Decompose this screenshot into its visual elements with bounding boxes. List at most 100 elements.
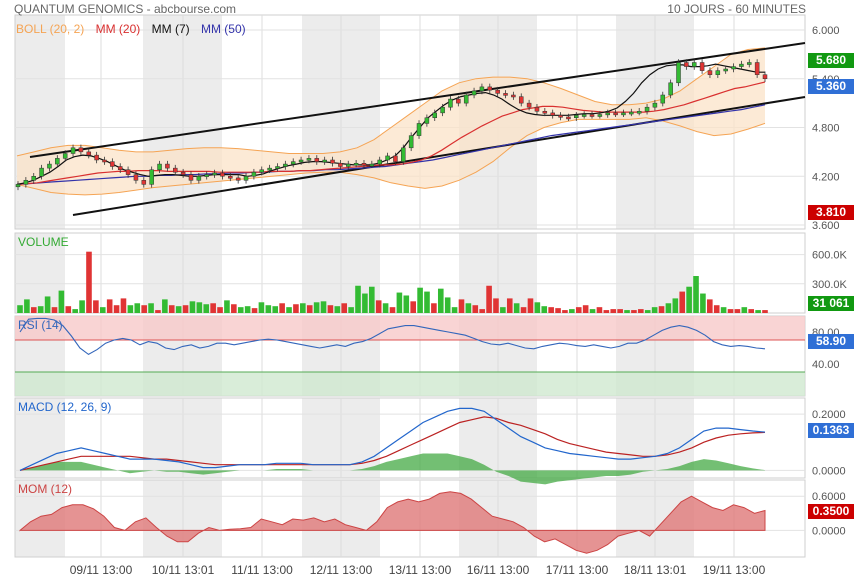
volume-bar bbox=[210, 303, 216, 313]
chart-title: QUANTUM GENOMICS - abcbourse.com bbox=[14, 2, 237, 16]
x-tick-label: 17/11 13:00 bbox=[546, 563, 609, 577]
volume-bar bbox=[327, 305, 334, 313]
candle-body bbox=[526, 102, 532, 108]
candle-body bbox=[668, 82, 673, 96]
volume-bar bbox=[479, 309, 485, 313]
candle-body bbox=[267, 167, 272, 171]
volume-bar bbox=[624, 310, 630, 313]
volume-bar bbox=[300, 303, 306, 313]
volume-bar bbox=[306, 305, 313, 313]
candle-body bbox=[23, 180, 29, 185]
candle-body bbox=[542, 111, 548, 114]
candle-body bbox=[487, 86, 493, 91]
panel-frame bbox=[14, 14, 806, 230]
volume-bar bbox=[472, 305, 479, 313]
candle-body bbox=[432, 112, 437, 118]
candle-body bbox=[754, 62, 760, 75]
volume-bar bbox=[369, 286, 375, 313]
rsi-tick-label: 40.00 bbox=[812, 359, 840, 371]
candle-body bbox=[212, 172, 217, 176]
macd-tick-label: 0.0000 bbox=[812, 465, 846, 477]
x-tick-label: 10/11 13:01 bbox=[152, 563, 215, 577]
candle-body bbox=[361, 163, 367, 166]
volume-tick-label: 600.0K bbox=[812, 250, 848, 262]
volume-bar bbox=[313, 302, 320, 313]
candle-body bbox=[62, 153, 68, 159]
volume-bar bbox=[720, 307, 727, 313]
volume-bar bbox=[148, 303, 154, 313]
volume-bar bbox=[265, 305, 272, 313]
volume-bar bbox=[589, 309, 596, 313]
macd-line bbox=[19, 407, 766, 471]
volume-bar bbox=[700, 293, 706, 313]
volume-bar bbox=[444, 297, 451, 313]
volume-bar bbox=[741, 307, 748, 313]
volume-bar bbox=[424, 291, 430, 313]
candle-body bbox=[456, 98, 461, 104]
rsi-oversold-zone bbox=[15, 372, 805, 396]
candle-body bbox=[290, 161, 296, 165]
candle-body bbox=[141, 180, 147, 185]
volume-bar bbox=[651, 307, 658, 313]
candle-body bbox=[165, 163, 170, 169]
volume-bar bbox=[762, 310, 768, 313]
candle-body bbox=[55, 158, 60, 165]
volume-bar bbox=[513, 303, 520, 313]
candle-body bbox=[196, 176, 202, 181]
trend-line-lower bbox=[72, 96, 806, 216]
volume-bar bbox=[713, 305, 720, 313]
volume-bar bbox=[610, 309, 617, 313]
candle-body bbox=[78, 147, 84, 153]
candle-body bbox=[723, 68, 728, 72]
volume-bar bbox=[396, 292, 403, 313]
volume-bar bbox=[86, 251, 92, 313]
candle-body bbox=[691, 62, 697, 67]
volume-bar bbox=[217, 307, 223, 313]
volume-bar bbox=[251, 308, 258, 313]
panel-frame bbox=[14, 397, 806, 479]
volume-bar bbox=[548, 307, 554, 313]
candle-body bbox=[558, 115, 563, 118]
volume-bar bbox=[707, 299, 713, 313]
volume-bar bbox=[534, 302, 541, 313]
price-tick-label: 4.200 bbox=[812, 171, 840, 183]
volume-bar bbox=[37, 306, 44, 313]
volume-bar bbox=[65, 306, 72, 313]
candle-body bbox=[581, 114, 587, 117]
candle-body bbox=[94, 154, 99, 161]
candle-body bbox=[503, 93, 508, 96]
macd-signal-line bbox=[19, 416, 766, 471]
bollinger-upper-line bbox=[16, 47, 766, 157]
mm50-line bbox=[16, 104, 766, 185]
volume-bar bbox=[348, 307, 354, 313]
trend-line-upper bbox=[29, 42, 806, 158]
volume-bar bbox=[693, 276, 699, 313]
volume-bar bbox=[24, 299, 30, 313]
rsi-value-tag: 58.90 bbox=[808, 334, 854, 349]
volume-bar bbox=[617, 309, 623, 313]
candle-body bbox=[220, 172, 225, 177]
mom-tick-label: 0.6000 bbox=[812, 491, 846, 503]
x-tick-label: 18/11 13:01 bbox=[624, 563, 687, 577]
volume-bar bbox=[596, 307, 603, 313]
x-tick-label: 12/11 13:00 bbox=[310, 563, 373, 577]
volume-bar bbox=[362, 293, 368, 313]
candle-body bbox=[243, 176, 249, 181]
candle-body bbox=[715, 70, 721, 75]
candle-body bbox=[330, 159, 335, 164]
volume-bar bbox=[141, 305, 147, 313]
volume-tick-label: 300.0K bbox=[812, 279, 848, 291]
candle-body bbox=[117, 166, 123, 170]
volume-bar bbox=[279, 303, 285, 313]
volume-bar bbox=[748, 309, 755, 313]
candle-body bbox=[479, 86, 485, 92]
candle-body bbox=[39, 167, 44, 177]
volume-bar bbox=[341, 303, 348, 313]
volume-bar bbox=[431, 303, 437, 313]
volume-bar bbox=[258, 302, 265, 313]
mm7-value-tag: 5.680 bbox=[808, 53, 854, 68]
candle-body bbox=[259, 169, 265, 173]
candle-body bbox=[385, 155, 390, 161]
panel-frame bbox=[14, 479, 806, 558]
